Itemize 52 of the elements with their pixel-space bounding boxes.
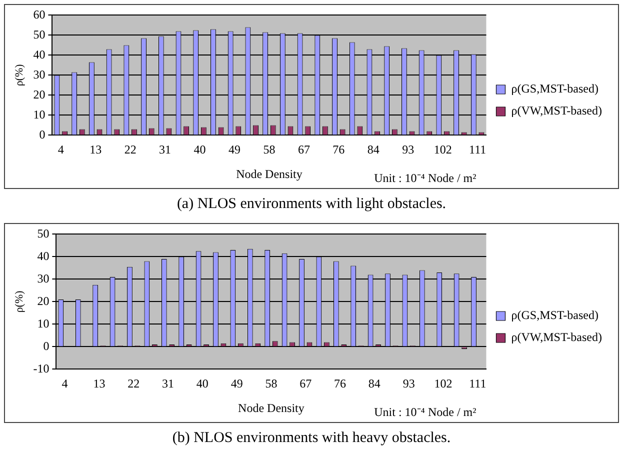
- x-tick-label: 4: [58, 142, 64, 157]
- x-tick-label: 93: [402, 376, 415, 391]
- x-tick-label: 13: [93, 376, 106, 391]
- x-tick-label: 93: [402, 142, 414, 157]
- legend-label: ρ(VW,MST-based): [511, 104, 602, 118]
- x-axis-title: Node Density: [236, 166, 302, 181]
- x-tick-label: 40: [194, 142, 206, 157]
- y-axis-title: ρ(%): [13, 64, 26, 86]
- y-tick-label: 0: [39, 127, 46, 142]
- text: (a) NLOS environments with light obstacles.: [176, 195, 448, 214]
- x-tick-label: 49: [230, 376, 243, 391]
- y-tick-label: 60: [33, 7, 46, 22]
- x-tick-label: 84: [367, 142, 380, 157]
- legend-label: ρ(GS,MST-based): [511, 308, 598, 322]
- x-tick-label: 22: [128, 376, 140, 391]
- x-tick-label: 31: [162, 376, 174, 391]
- x-tick-label: 13: [90, 142, 102, 157]
- x-tick-label: 67: [300, 376, 312, 391]
- x-tick-label: 67: [298, 142, 310, 157]
- x-tick-label: 49: [228, 142, 240, 157]
- y-tick-label: 50: [33, 27, 46, 42]
- y-tick-label: 10: [33, 107, 46, 122]
- text: Unit : 10⁻⁴ Node / m²: [374, 171, 477, 186]
- y-tick-label: 40: [37, 248, 50, 263]
- y-tick-label: 50: [37, 226, 50, 240]
- text: Unit : 10⁻⁴ Node / m²: [374, 405, 477, 420]
- x-tick-label: 76: [332, 142, 345, 157]
- y-tick-label: 30: [33, 67, 46, 82]
- legend-label: ρ(GS,MST-based): [511, 82, 598, 96]
- y-axis-title: ρ(%): [13, 290, 26, 313]
- x-tick-label: 58: [263, 142, 276, 157]
- y-tick-label: 10: [37, 316, 50, 330]
- text: (b) NLOS environments with heavy obstacles.: [171, 429, 452, 448]
- x-tick-label: 76: [334, 376, 346, 391]
- y-tick-label: -10: [33, 361, 50, 376]
- y-tick-label: 30: [37, 271, 50, 286]
- x-tick-label: 102: [434, 376, 452, 391]
- y-tick-label: 40: [33, 47, 46, 62]
- x-tick-label: 31: [159, 142, 172, 157]
- x-axis-title: Node Density: [238, 400, 304, 415]
- y-tick-label: 0: [43, 338, 50, 353]
- legend-label: ρ(VW,MST-based): [511, 330, 602, 344]
- x-tick-label: 22: [124, 142, 136, 157]
- x-tick-label: 111: [469, 142, 486, 157]
- y-tick-label: 20: [37, 294, 50, 308]
- x-tick-label: 40: [196, 376, 208, 391]
- x-tick-label: 111: [469, 376, 486, 391]
- x-tick-label: 4: [62, 376, 68, 391]
- x-tick-label: 58: [265, 376, 278, 391]
- y-tick-label: 20: [33, 87, 46, 102]
- x-tick-label: 102: [434, 142, 452, 157]
- x-tick-label: 84: [368, 376, 380, 391]
